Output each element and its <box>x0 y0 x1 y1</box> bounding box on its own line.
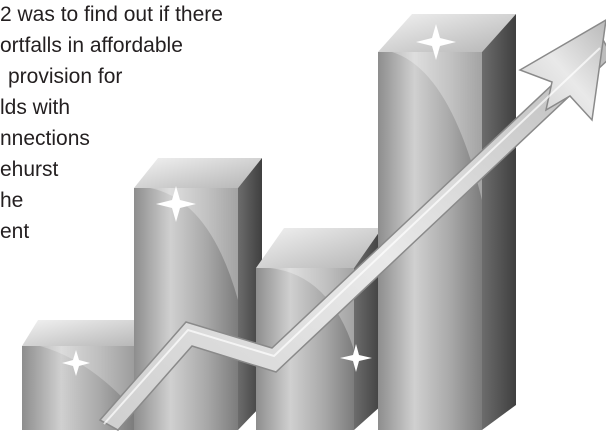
text-line-6: ehurst <box>0 158 59 181</box>
text-line-4: lds with <box>0 96 71 119</box>
rising-arrow-icon <box>98 19 606 431</box>
text-line-3: provision for <box>8 65 123 88</box>
text-line-2: ortfalls in affordable <box>0 34 183 57</box>
text-line-8: ent <box>0 220 30 243</box>
text-line-1: 2 was to find out if there <box>0 3 223 26</box>
text-line-5: nnections <box>0 127 90 150</box>
sparkle-icon <box>62 24 456 376</box>
bar-4 <box>378 14 516 430</box>
text-line-7: he <box>0 189 24 212</box>
